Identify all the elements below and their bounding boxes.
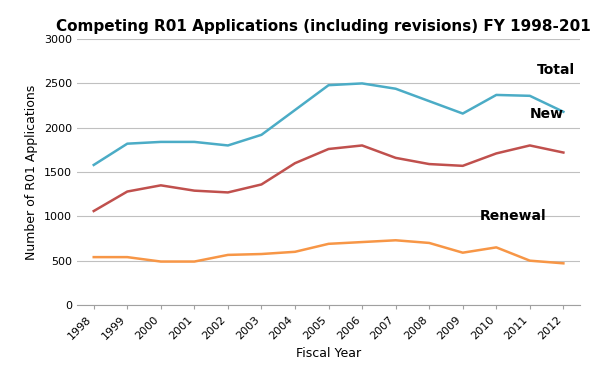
Title: Competing R01 Applications (including revisions) FY 1998-2012: Competing R01 Applications (including re… — [56, 19, 592, 34]
Text: Total: Total — [536, 63, 575, 77]
Text: New: New — [530, 108, 564, 122]
X-axis label: Fiscal Year: Fiscal Year — [296, 347, 361, 360]
Text: Renewal: Renewal — [480, 209, 546, 223]
Y-axis label: Number of R01 Applications: Number of R01 Applications — [25, 84, 38, 260]
